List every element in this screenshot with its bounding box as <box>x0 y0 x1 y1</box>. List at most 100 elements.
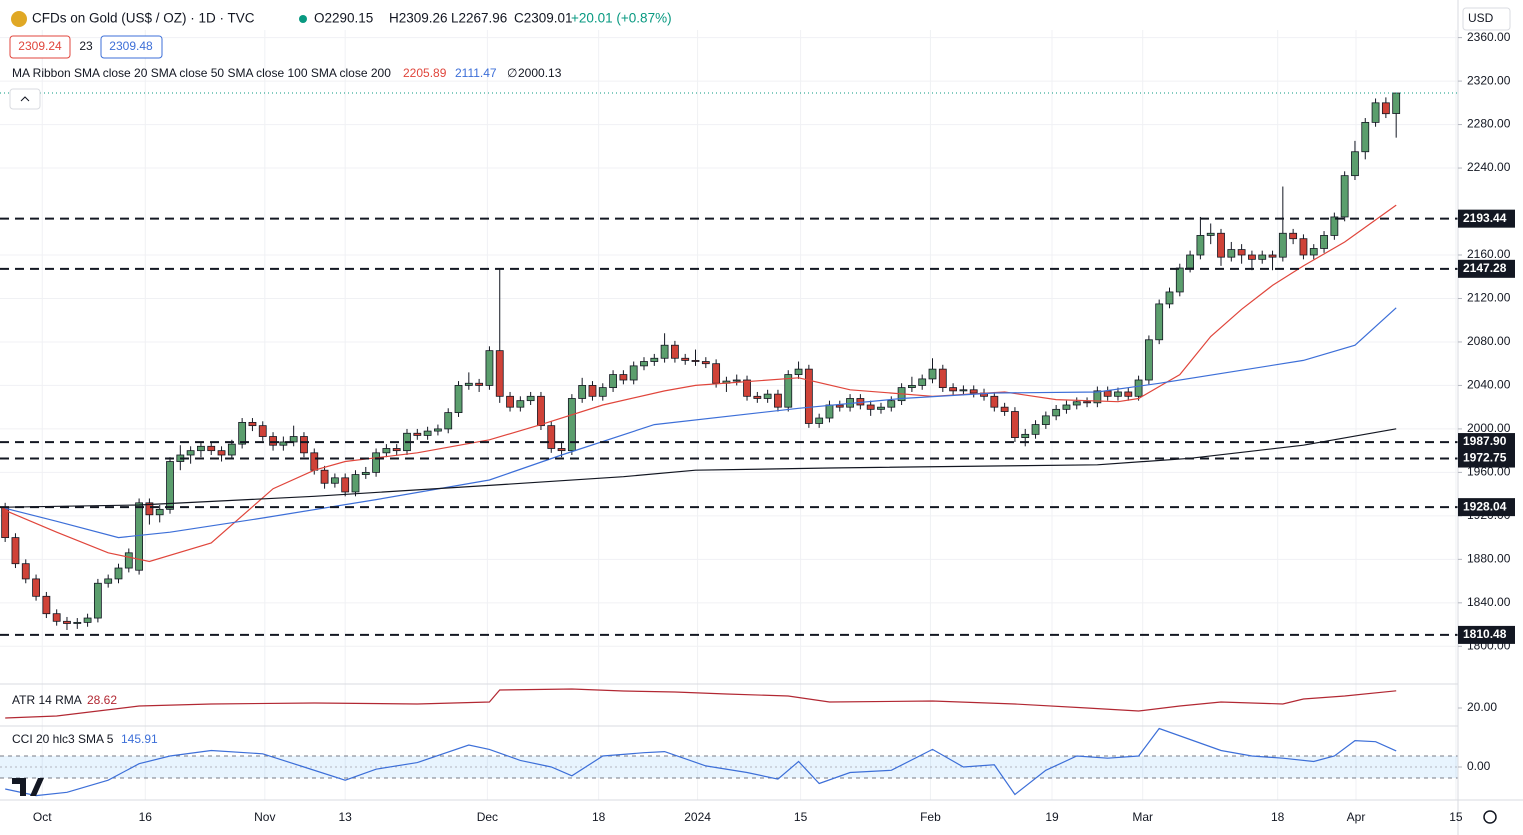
candle-body <box>1175 267 1184 293</box>
candle-body <box>310 452 319 471</box>
candle-body <box>1381 102 1390 115</box>
x-tick-label: 15 <box>794 810 808 824</box>
candle-body <box>1278 232 1287 258</box>
ohlc-low: L2267.96 <box>451 11 507 26</box>
candle-body <box>372 452 380 473</box>
candle-body <box>186 450 195 456</box>
candle-body <box>207 445 216 452</box>
candle-body <box>784 374 793 408</box>
candle-body <box>83 617 92 623</box>
candle-body <box>918 378 927 386</box>
level-label: 1928.04 <box>1463 499 1507 513</box>
candle-body <box>1072 401 1081 406</box>
currency-button[interactable] <box>1462 7 1511 31</box>
candle-body <box>464 382 473 386</box>
candle-body <box>578 385 587 399</box>
candle-body <box>166 461 174 510</box>
candle-body <box>1144 339 1153 381</box>
sell-button[interactable] <box>9 35 71 59</box>
level-label-box <box>1458 625 1515 644</box>
candle-body <box>629 365 638 381</box>
level-label-box <box>1458 209 1515 228</box>
candle-body <box>640 361 648 367</box>
candle-body <box>928 368 937 380</box>
candle-body <box>1206 232 1215 236</box>
candle-body <box>1083 401 1091 404</box>
candle-body <box>1320 235 1328 249</box>
candle-body <box>93 582 102 619</box>
candle-body <box>815 417 824 424</box>
candle-body <box>351 474 360 493</box>
candle-body <box>877 406 885 410</box>
candle-body <box>269 436 277 446</box>
candle-body <box>135 502 144 571</box>
candle-body <box>1124 391 1133 397</box>
y-tick-label: 2000.00 <box>1467 421 1511 435</box>
y-tick-label: 2160.00 <box>1467 247 1511 261</box>
candle-body <box>835 404 844 408</box>
ma-value: 2000.13 <box>518 66 562 80</box>
candle-body <box>959 389 968 392</box>
candle-body <box>1093 390 1102 404</box>
collapse-button[interactable] <box>9 88 41 110</box>
market-status <box>299 15 307 23</box>
x-tick-label: 18 <box>592 810 606 824</box>
candle-body <box>537 395 545 427</box>
candle-body <box>691 360 700 362</box>
candle-body <box>619 374 628 381</box>
candle-body <box>1330 216 1339 236</box>
candle-body <box>361 471 370 475</box>
candle-body <box>320 469 329 484</box>
candle-body <box>938 368 947 389</box>
candle-body <box>701 361 710 365</box>
candle-body <box>1196 235 1205 256</box>
indicator-title: ATR 14 RMA <box>12 693 82 707</box>
level-label: 1987.90 <box>1463 434 1507 448</box>
buy-button[interactable] <box>100 35 163 59</box>
candle-body <box>567 398 576 452</box>
candle-body <box>866 404 875 410</box>
candle-body <box>1021 433 1030 439</box>
candle-body <box>1289 232 1298 240</box>
x-tick-label: 13 <box>339 810 353 824</box>
logo <box>12 778 44 796</box>
y-tick-label: 2320.00 <box>1467 73 1511 87</box>
candle-body <box>547 425 556 449</box>
candle-body <box>794 368 803 375</box>
candle-body <box>423 430 432 436</box>
ma-value: ∅ <box>507 66 517 80</box>
settings-icon[interactable] <box>1483 810 1497 824</box>
currency: USD <box>1468 11 1494 25</box>
candle-body <box>516 400 525 408</box>
line <box>5 307 1397 539</box>
candle-body <box>609 374 617 389</box>
candle-body <box>258 425 267 437</box>
candle-body <box>712 363 721 384</box>
line <box>5 688 1397 719</box>
candle-body <box>990 395 999 408</box>
candle-body <box>588 385 597 397</box>
candle-body <box>1361 121 1370 153</box>
level-label-box <box>1458 498 1515 517</box>
candle-body <box>248 421 257 427</box>
candle-body <box>197 445 205 452</box>
candle-body <box>330 477 339 484</box>
candle-body <box>1165 291 1174 305</box>
x-tick-label: Mar <box>1132 810 1153 824</box>
candle-body <box>526 395 535 402</box>
ma-value: 2111.47 <box>455 66 497 80</box>
candle-body <box>650 357 659 362</box>
candle-body <box>124 552 133 569</box>
ohlc-open: O2290.15 <box>314 11 373 26</box>
candle-body <box>21 563 30 580</box>
plot-layer <box>0 30 1458 800</box>
symbol-icon <box>11 11 27 27</box>
candle-body <box>774 393 782 408</box>
candle-body <box>63 620 71 624</box>
candle-body <box>1299 238 1308 256</box>
y-tick-label: 2120.00 <box>1467 291 1511 305</box>
candle-body <box>238 421 247 445</box>
